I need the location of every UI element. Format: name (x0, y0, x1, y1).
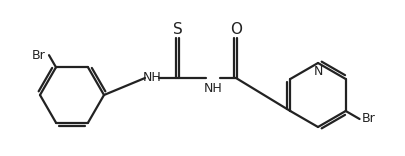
Text: O: O (230, 22, 241, 37)
Text: S: S (173, 22, 182, 37)
Text: Br: Br (32, 49, 46, 62)
Text: NH: NH (203, 82, 222, 95)
Text: Br: Br (361, 112, 374, 125)
Text: N: N (313, 65, 322, 78)
Text: NH: NH (142, 71, 161, 85)
